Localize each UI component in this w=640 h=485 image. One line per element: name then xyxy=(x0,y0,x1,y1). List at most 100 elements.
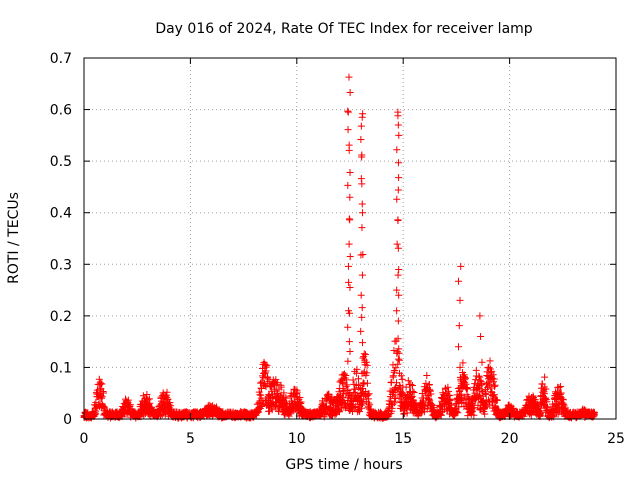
roti-point xyxy=(358,390,366,398)
roti-spike-point xyxy=(346,193,354,201)
roti-point xyxy=(445,387,453,395)
roti-spike-point xyxy=(344,323,352,331)
roti-spike-point xyxy=(358,271,366,279)
roti-point xyxy=(350,388,358,396)
roti-spike-point xyxy=(345,338,353,346)
y-tick-label: 0 xyxy=(63,412,72,428)
roti-point xyxy=(395,385,403,393)
roti-point xyxy=(357,404,365,412)
roti-point xyxy=(354,406,362,414)
roti-point xyxy=(437,411,445,419)
roti-point xyxy=(268,406,276,414)
roti-spike-point xyxy=(346,89,354,97)
roti-point xyxy=(489,371,497,379)
roti-point xyxy=(542,394,550,402)
x-tick-label: 5 xyxy=(186,431,195,447)
roti-spike-point xyxy=(476,312,484,320)
roti-point xyxy=(541,373,549,381)
roti-point xyxy=(446,395,454,403)
roti-point xyxy=(338,378,346,386)
roti-point xyxy=(481,410,489,418)
roti-spike-point xyxy=(394,271,402,279)
gridlines xyxy=(84,58,616,419)
roti-spike-point xyxy=(456,363,464,371)
roti-point xyxy=(475,372,483,380)
roti-point xyxy=(363,369,371,377)
roti-point xyxy=(163,388,171,396)
roti-spike-point xyxy=(395,291,403,299)
roti-spike-point xyxy=(358,153,366,161)
roti-point xyxy=(263,361,271,369)
roti-point xyxy=(408,393,416,401)
roti-spike-point xyxy=(455,343,463,351)
roti-spike-point xyxy=(454,277,462,285)
roti-point xyxy=(352,402,360,410)
roti-point xyxy=(349,376,357,384)
roti-point xyxy=(540,390,548,398)
roti-point xyxy=(470,411,478,419)
roti-spike-point xyxy=(359,354,367,362)
roti-point xyxy=(157,411,165,419)
roti-point xyxy=(470,404,478,412)
roti-point xyxy=(484,379,492,387)
roti-point xyxy=(358,400,366,408)
axis-ticks: 0 5 10 15 20 25 0 0.1 0.2 0.3 0.4 0.5 0.6 0.7 xyxy=(50,51,625,447)
roti-point xyxy=(166,399,174,407)
roti-spike-point xyxy=(345,240,353,248)
roti-point xyxy=(143,391,151,398)
roti-point xyxy=(490,382,498,390)
roti-point xyxy=(463,385,471,393)
roti-point xyxy=(98,380,106,388)
roti-point xyxy=(92,410,100,418)
roti-point xyxy=(445,396,453,404)
roti-point xyxy=(335,408,343,416)
roti-point xyxy=(472,376,480,384)
roti-point xyxy=(392,364,400,372)
roti-spike-point xyxy=(395,174,403,182)
roti-point xyxy=(96,379,104,387)
roti-spike-point xyxy=(393,146,401,154)
roti-point xyxy=(537,404,545,412)
roti-point xyxy=(427,390,435,398)
x-tick-label: 25 xyxy=(607,431,625,447)
roti-spike-point xyxy=(358,224,366,232)
roti-point xyxy=(351,385,359,393)
roti-point xyxy=(403,409,411,417)
roti-point xyxy=(469,407,477,415)
roti-point xyxy=(126,401,134,409)
roti-spike-point xyxy=(394,244,402,252)
roti-point xyxy=(394,335,402,343)
roti-point xyxy=(553,409,561,417)
roti-spike-point xyxy=(344,181,352,189)
roti-spike-point xyxy=(456,296,464,304)
roti-point xyxy=(98,393,106,401)
roti-point xyxy=(542,385,550,393)
roti-point xyxy=(390,346,398,354)
roti-point xyxy=(456,390,464,398)
plot-frame xyxy=(83,57,617,420)
roti-spike-point xyxy=(394,121,402,129)
roti-point xyxy=(282,394,290,402)
roti-spike-point xyxy=(358,313,366,321)
roti-spike-point xyxy=(393,240,401,248)
roti-spike-point xyxy=(346,216,354,224)
x-tick-label: 20 xyxy=(501,431,519,447)
roti-spike-point xyxy=(357,122,365,130)
roti-point xyxy=(423,372,431,380)
roti-point xyxy=(91,411,99,419)
roti-point xyxy=(557,389,565,397)
roti-spike-point xyxy=(344,126,352,134)
roti-point xyxy=(277,383,285,391)
roti-point xyxy=(430,404,438,412)
roti-point xyxy=(99,389,107,397)
roti-point xyxy=(355,375,363,383)
roti-point xyxy=(342,382,350,390)
roti-spike-point xyxy=(346,283,354,291)
roti-spike-point xyxy=(477,332,485,340)
roti-point xyxy=(424,391,432,399)
roti-point xyxy=(363,379,371,387)
x-tick-label: 10 xyxy=(288,431,306,447)
roti-point xyxy=(471,380,479,388)
